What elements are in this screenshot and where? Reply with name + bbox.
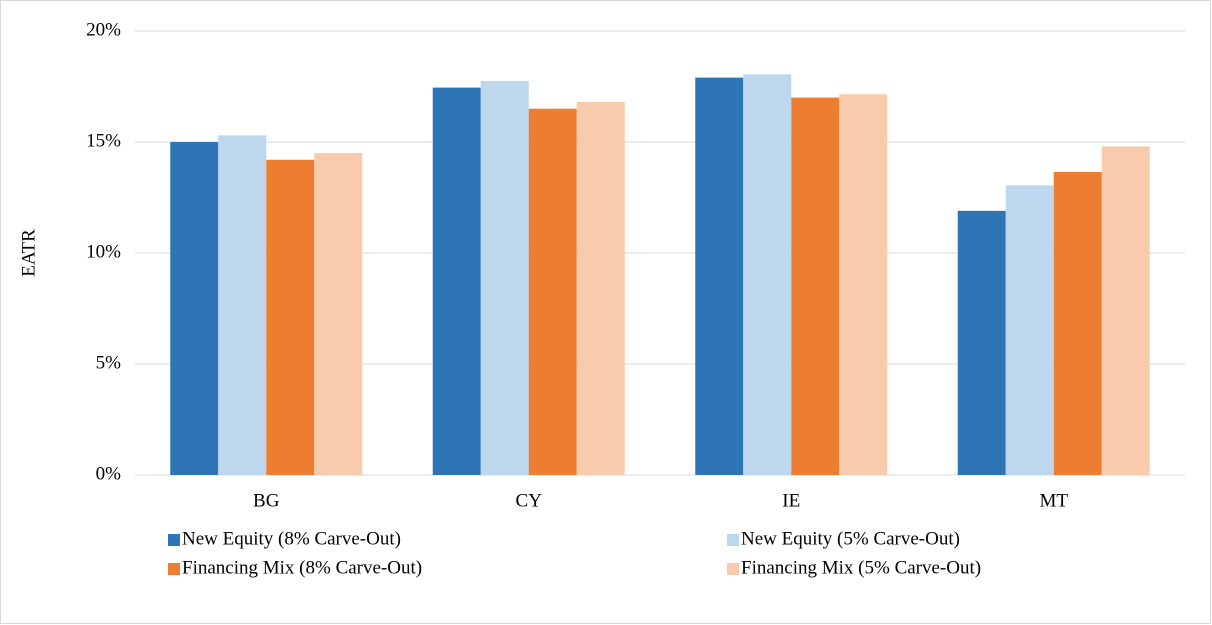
legend-label: New Equity (8% Carve-Out): [182, 528, 401, 549]
bar: [1005, 185, 1054, 476]
bar: [170, 142, 219, 475]
bar: [743, 74, 792, 475]
y-tick-label: 0%: [96, 463, 122, 484]
bar: [480, 80, 529, 475]
x-tick-label: BG: [253, 490, 280, 511]
bar: [218, 135, 267, 475]
bar: [1053, 171, 1102, 475]
x-tick-label: IE: [782, 490, 800, 511]
legend-swatch: [168, 563, 180, 575]
legend-swatch: [168, 534, 180, 546]
y-tick-label: 20%: [86, 19, 121, 40]
bar: [266, 159, 315, 475]
bar: [957, 210, 1006, 475]
y-tick-label: 15%: [86, 130, 121, 151]
legend-label: Financing Mix (8% Carve-Out): [182, 557, 422, 578]
bar: [528, 108, 577, 475]
x-tick-label: MT: [1040, 490, 1069, 511]
y-axis-label: EATR: [18, 229, 39, 277]
bar: [314, 153, 363, 475]
x-tick-label: CY: [516, 490, 543, 511]
bar: [1101, 146, 1150, 475]
bar: [432, 87, 481, 476]
y-tick-label: 5%: [96, 352, 122, 373]
legend-swatch: [727, 534, 739, 546]
legend-swatch: [727, 563, 739, 575]
legend-label: Financing Mix (5% Carve-Out): [741, 557, 981, 578]
bar: [839, 94, 888, 476]
bar: [695, 77, 744, 476]
y-tick-label: 10%: [86, 241, 121, 262]
bar: [791, 97, 840, 475]
bar: [576, 102, 625, 475]
legend-label: New Equity (5% Carve-Out): [741, 528, 960, 549]
